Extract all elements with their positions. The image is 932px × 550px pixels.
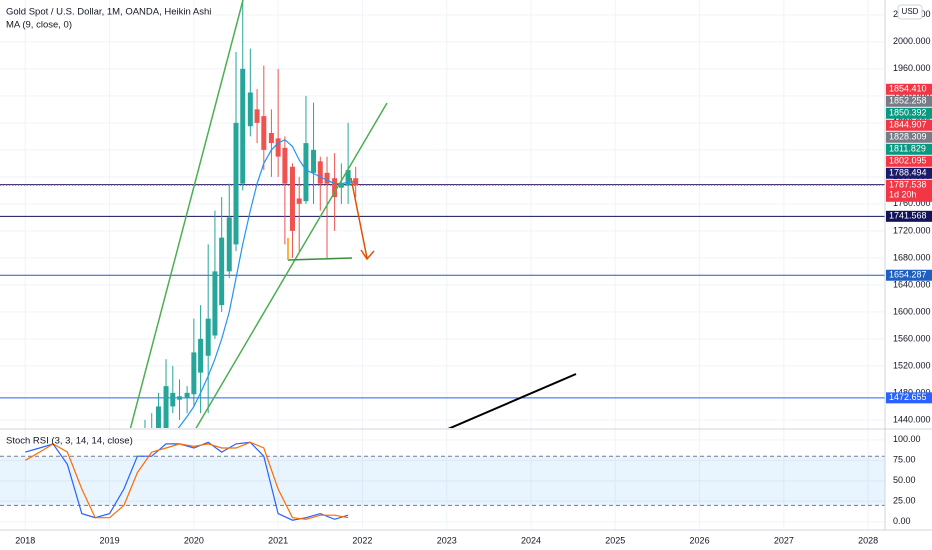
candle-body <box>311 149 317 173</box>
indicator-label: Stoch RSI (3, 3, 14, 14, close) <box>6 436 133 447</box>
y-tick-label: 1680.000 <box>893 252 931 262</box>
arrow <box>350 177 368 259</box>
price-label: 1811.829 <box>889 144 926 154</box>
price-label-box <box>886 143 932 155</box>
price-label: 1850.392 <box>889 108 927 118</box>
x-tick-label: 2028 <box>858 535 878 545</box>
countdown: 1d 20h <box>889 190 917 200</box>
y-tick-label: 75.00 <box>893 455 916 465</box>
stoch-band <box>0 456 885 506</box>
y-tick-label: 1640.000 <box>893 279 931 289</box>
candle-body <box>268 132 274 144</box>
price-label: 1852.258 <box>889 96 927 106</box>
candle-body <box>240 68 246 184</box>
candle-body <box>247 92 253 127</box>
x-tick-label: 2020 <box>184 535 204 545</box>
candle-body <box>296 198 302 204</box>
price-label-box <box>886 107 932 119</box>
y-tick-label: 1760.000 <box>893 198 931 208</box>
candle-body <box>275 138 281 157</box>
x-tick-label: 2024 <box>521 535 541 545</box>
price-label: 1654.287 <box>889 270 927 280</box>
price-label-box <box>886 210 932 222</box>
price-label-box <box>886 167 932 179</box>
price-label-box <box>886 155 932 167</box>
x-tick-label: 2019 <box>100 535 120 545</box>
price-label: 1472.655 <box>889 392 927 402</box>
price-label-box <box>886 83 932 95</box>
y-tick-label: 1440.000 <box>893 414 931 424</box>
x-tick-label: 2023 <box>437 535 457 545</box>
candle-body <box>212 271 218 336</box>
arrow-head <box>360 249 375 261</box>
candle-body <box>345 170 351 186</box>
chart-title: Gold Spot / U.S. Dollar, 1M, OANDA, Heik… <box>6 7 211 18</box>
y-tick-label: 1920.000 <box>893 90 931 100</box>
x-tick-label: 2026 <box>690 535 710 545</box>
price-label: 1741.568 <box>889 211 927 221</box>
x-tick-label: 2022 <box>352 535 372 545</box>
price-label-box <box>886 131 932 143</box>
candle-body <box>289 166 295 231</box>
candle-body <box>332 178 338 198</box>
candle-body <box>184 392 190 399</box>
candle-body <box>233 122 239 245</box>
indicator-label: MA (9, close, 0) <box>6 20 72 31</box>
y-tick-label: 1520.000 <box>893 360 931 370</box>
price-label: 1828.309 <box>889 132 927 142</box>
price-label-box <box>886 269 932 281</box>
currency-box[interactable] <box>897 4 923 20</box>
line-series <box>177 138 356 428</box>
currency[interactable]: USD <box>902 7 919 16</box>
candle-body <box>261 116 267 150</box>
candle-body <box>282 147 288 184</box>
x-tick-label: 2027 <box>774 535 794 545</box>
price-label: 1854.410 <box>889 84 927 94</box>
price-label: 1802.095 <box>889 156 927 166</box>
candle-body <box>338 183 344 188</box>
drawn-line <box>447 373 577 428</box>
trendline <box>129 0 244 428</box>
drawings <box>129 0 577 428</box>
y-tick-label: 0.00 <box>893 516 911 526</box>
candle-body <box>226 217 232 272</box>
y-tick-label: 2000.000 <box>893 36 931 46</box>
trendline <box>195 102 388 428</box>
candle-body <box>317 161 323 184</box>
candle-body <box>198 338 204 373</box>
candle-body <box>219 237 225 306</box>
line-series <box>25 441 349 520</box>
y-tick-label: 50.00 <box>893 475 916 485</box>
y-tick-label: 1720.000 <box>893 225 931 235</box>
candle-body <box>163 386 169 428</box>
price-label-box <box>886 392 932 404</box>
x-tick-label: 2025 <box>605 535 625 545</box>
price-label: 1787.538 <box>889 180 927 190</box>
support-line <box>287 257 353 261</box>
candle-body <box>205 318 211 356</box>
y-tick-label: 100.00 <box>893 434 921 444</box>
x-tick-label: 2021 <box>268 535 288 545</box>
y-tick-label: 1480.000 <box>893 387 931 397</box>
price-label-box <box>886 179 932 202</box>
y-tick-label: 1960.000 <box>893 63 931 73</box>
candle-body <box>254 109 260 123</box>
y-tick-label: 1600.000 <box>893 306 931 316</box>
candle-body <box>303 143 309 202</box>
candle-body <box>191 352 197 395</box>
price-label: 1844.907 <box>889 120 927 130</box>
x-tick-label: 2018 <box>15 535 35 545</box>
y-tick-label: 1560.000 <box>893 333 931 343</box>
price-label-box <box>886 95 932 107</box>
candle-body <box>177 396 183 400</box>
y-tick-label: 25.00 <box>893 496 916 506</box>
price-label: 1788.494 <box>889 168 927 178</box>
price-label-box <box>886 119 932 131</box>
candle-body <box>170 392 176 407</box>
candle-body <box>155 406 161 428</box>
candle-body <box>324 172 330 184</box>
line-series <box>25 441 349 521</box>
